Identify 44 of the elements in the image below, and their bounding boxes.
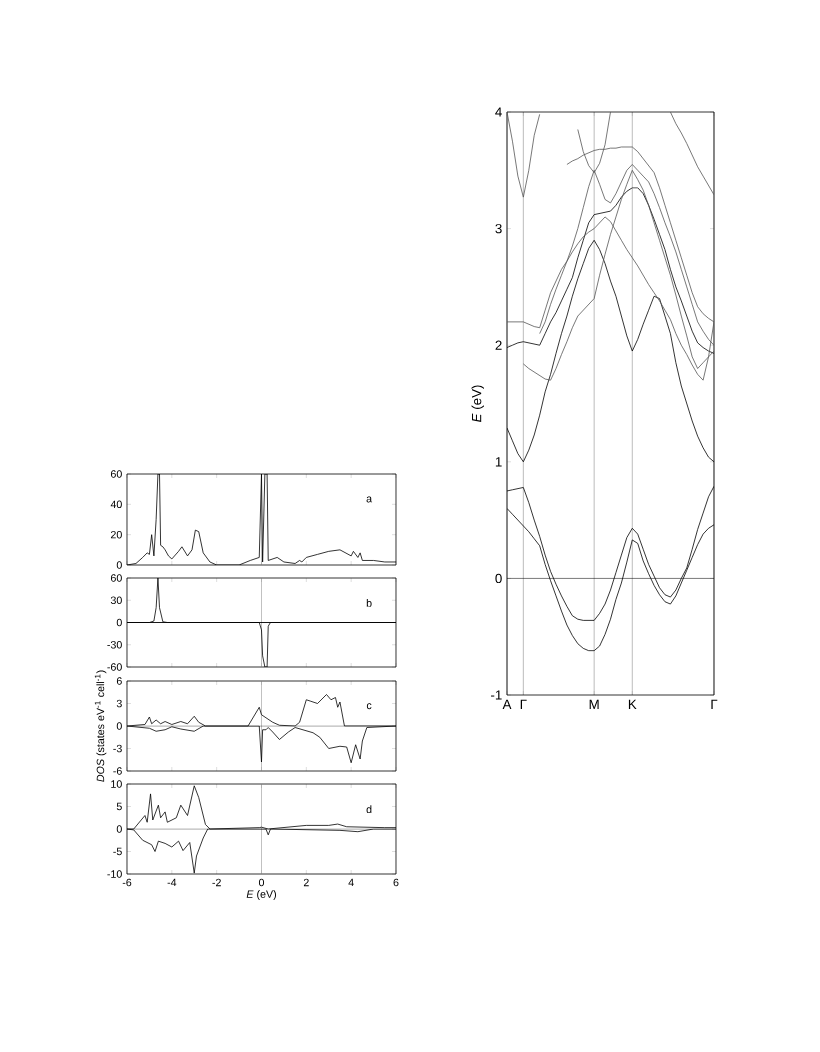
annotation: b bbox=[366, 599, 372, 607]
y-tick-label: 60 bbox=[110, 574, 122, 582]
y-tick-label: -30 bbox=[107, 640, 122, 649]
y-tick-label: -10 bbox=[107, 870, 122, 878]
x-tick-label: -2 bbox=[212, 878, 221, 887]
x-tick-label: K bbox=[628, 699, 637, 709]
x-tick-label: -6 bbox=[122, 878, 132, 887]
y-axis-title: E (eV) bbox=[471, 385, 484, 423]
y-tick-label: 20 bbox=[110, 530, 122, 539]
y-axis-title: DOS (states eV$^{-1}$ cell$^{-1}$) bbox=[94, 670, 107, 782]
x-tick-label: 6 bbox=[393, 878, 399, 887]
y-tick-label: 1 bbox=[495, 457, 502, 467]
y-tick-label: 0 bbox=[116, 561, 122, 569]
y-tick-label: 2 bbox=[495, 340, 502, 350]
y-tick-label: -6 bbox=[113, 767, 122, 775]
y-tick-label: 0 bbox=[116, 722, 122, 730]
x-tick-label: Γ bbox=[711, 699, 718, 709]
y-tick-label: 0 bbox=[116, 618, 122, 627]
y-tick-label: 30 bbox=[110, 596, 122, 605]
y-tick-label: 5 bbox=[116, 802, 122, 811]
y-tick-label: 6 bbox=[116, 677, 122, 685]
y-tick-label: 60 bbox=[110, 470, 122, 478]
x-tick-label: 2 bbox=[303, 878, 309, 887]
y-tick-label: -60 bbox=[107, 663, 122, 671]
y-tick-label: -5 bbox=[113, 847, 122, 856]
y-tick-label: 4 bbox=[495, 107, 502, 117]
y-tick-label: 10 bbox=[111, 780, 122, 788]
x-tick-label: 4 bbox=[348, 878, 354, 887]
y-tick-label: -3 bbox=[113, 744, 122, 753]
y-tick-label: 0 bbox=[116, 825, 122, 833]
x-axis-title: E (eV) bbox=[246, 890, 276, 901]
y-tick-label: 0 bbox=[495, 573, 502, 584]
x-tick-label: -4 bbox=[167, 878, 177, 887]
x-tick-label: 0 bbox=[258, 878, 265, 887]
y-tick-label: 3 bbox=[116, 699, 122, 708]
x-tick-label: Γ bbox=[520, 699, 527, 709]
annotation: c bbox=[366, 703, 372, 710]
y-tick-label: -1 bbox=[491, 690, 502, 700]
y-tick-label: 3 bbox=[495, 223, 502, 234]
annotation: a bbox=[366, 496, 373, 503]
x-tick-label: M bbox=[589, 699, 599, 709]
y-tick-label: 40 bbox=[110, 500, 122, 509]
x-tick-label: A bbox=[502, 699, 512, 709]
annotation: d bbox=[366, 805, 372, 814]
